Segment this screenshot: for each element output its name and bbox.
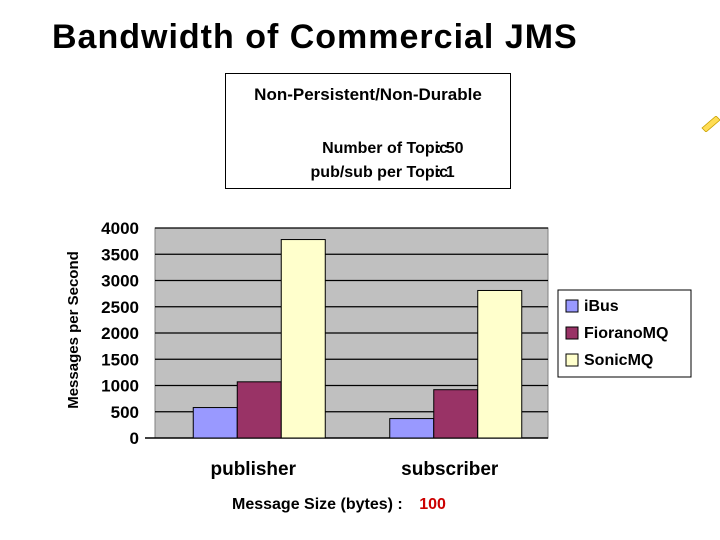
legend-swatch bbox=[565, 353, 579, 367]
y-tick-label: 4000 bbox=[101, 219, 139, 238]
legend: iBus FioranoMQ SonicMQ bbox=[557, 289, 692, 378]
pencil-icon bbox=[700, 115, 720, 137]
legend-label: SonicMQ bbox=[584, 352, 653, 369]
bar-fioranomq-publisher bbox=[236, 381, 282, 439]
legend-swatch bbox=[565, 326, 579, 340]
message-size-value: 100 bbox=[419, 496, 446, 513]
legend-label: FioranoMQ bbox=[584, 325, 668, 342]
bar-ibus-subscriber bbox=[389, 418, 435, 439]
y-axis-label: Messages per Second bbox=[65, 251, 82, 409]
bar-sonicmq-publisher bbox=[280, 239, 326, 439]
info-label: Number of Topic bbox=[322, 140, 448, 157]
x-axis-label: Message Size (bytes) : 100 bbox=[232, 496, 446, 513]
chart-info-box: Non-Persistent/Non-Durable Number of Top… bbox=[225, 73, 511, 189]
y-tick-label: 3000 bbox=[101, 272, 139, 291]
y-tick-label: 0 bbox=[130, 429, 139, 448]
x-axis-label-text: Message Size (bytes) : bbox=[232, 496, 403, 513]
y-tick-label: 2000 bbox=[101, 324, 139, 343]
legend-box bbox=[557, 289, 692, 378]
y-tick-label: 500 bbox=[111, 403, 139, 422]
bar-sonicmq-subscriber bbox=[477, 289, 523, 439]
x-category-label: subscriber bbox=[401, 459, 499, 480]
y-tick-label: 2500 bbox=[101, 298, 139, 317]
info-label: pub/sub per Topic bbox=[310, 164, 448, 181]
x-category-label: publisher bbox=[210, 459, 296, 480]
info-value: : 1 bbox=[436, 164, 455, 181]
y-tick-label: 3500 bbox=[101, 245, 139, 264]
legend-swatch bbox=[565, 299, 579, 313]
info-heading: Non-Persistent/Non-Durable bbox=[254, 85, 482, 104]
legend-label: iBus bbox=[584, 298, 619, 315]
bar-ibus-publisher bbox=[192, 407, 238, 439]
y-tick-label: 1000 bbox=[101, 377, 139, 396]
info-value: : 50 bbox=[436, 140, 464, 157]
y-tick-label: 1500 bbox=[101, 350, 139, 369]
bar-fioranomq-subscriber bbox=[433, 389, 479, 439]
slide-title: Bandwidth of Commercial JMS bbox=[52, 18, 578, 56]
